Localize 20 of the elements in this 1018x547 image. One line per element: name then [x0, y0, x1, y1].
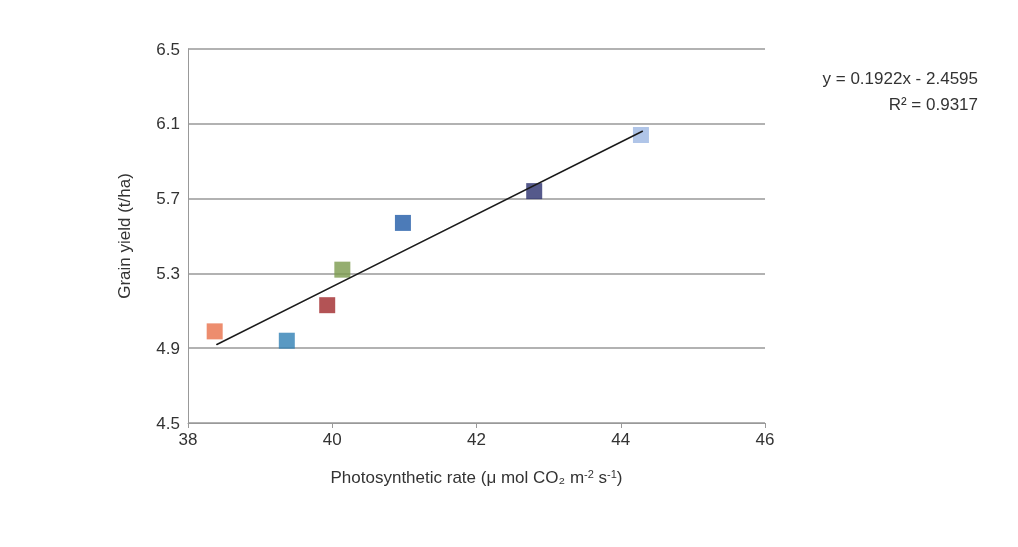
x-tick-label: 46: [755, 430, 775, 449]
point: [278, 332, 295, 349]
y-tick-label: 4.9: [156, 338, 180, 358]
text: y = 0.1922x - 2.4595: [822, 69, 979, 88]
text: R² = 0.9317: [888, 95, 978, 114]
point: [394, 214, 411, 231]
x-tick-label: 40: [322, 430, 342, 449]
point: [632, 127, 649, 144]
y-tick-label: 6.5: [156, 39, 180, 59]
x-tick-label: 38: [178, 430, 198, 449]
x-tick-label: 42: [467, 430, 486, 449]
x-tick-label: 44: [611, 430, 631, 449]
point: [319, 297, 336, 314]
y-tick-label: 4.5: [156, 413, 180, 433]
y-axis-title: Grain yield (t/ha): [115, 173, 134, 299]
y-tick-label: 5.3: [156, 263, 180, 283]
point: [334, 261, 351, 278]
y-tick-label: 6.1: [156, 114, 180, 134]
y-tick-label: 5.7: [156, 189, 180, 209]
point: [206, 323, 223, 340]
